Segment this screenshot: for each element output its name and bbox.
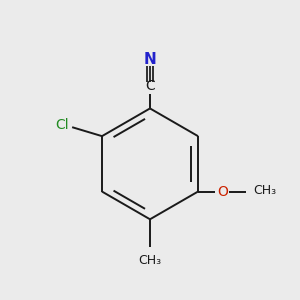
Text: C: C (145, 79, 155, 93)
Text: N: N (144, 52, 156, 67)
Text: CH₃: CH₃ (138, 254, 162, 267)
Text: O: O (217, 184, 228, 199)
Text: Cl: Cl (55, 118, 69, 133)
Text: CH₃: CH₃ (254, 184, 277, 197)
